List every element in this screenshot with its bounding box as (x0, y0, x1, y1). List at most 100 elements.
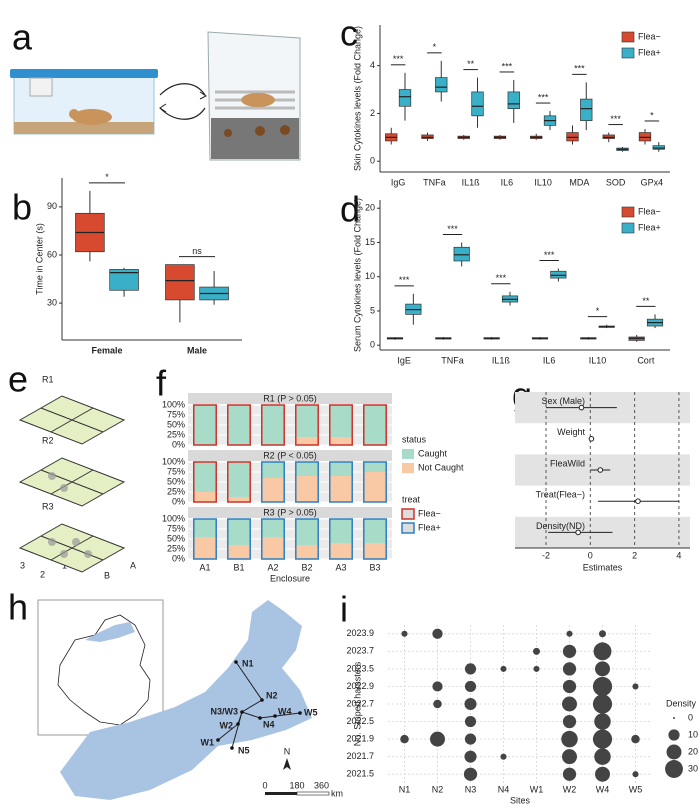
grid-divider (50, 469, 94, 495)
north-arrow (283, 758, 291, 770)
scale-label: 0 (262, 780, 267, 790)
site-label: W1 (201, 737, 215, 747)
legend-label: Flea− (418, 508, 441, 518)
map: N 0 180 360 km (37, 599, 343, 800)
bar-segment (193, 537, 217, 559)
x-tick-label: W5 (629, 784, 643, 794)
soil (211, 118, 299, 159)
site-label: N5 (238, 745, 250, 755)
bubble (562, 767, 577, 781)
grid-divider (50, 535, 94, 561)
bar-outline (329, 518, 353, 560)
estimate (588, 436, 595, 442)
bubble (464, 733, 477, 745)
y-tick-label: 25% (167, 486, 185, 496)
legend-key (621, 47, 635, 59)
bar-segment (363, 405, 387, 445)
bubble (562, 679, 577, 694)
bubble (631, 734, 640, 744)
bubble (464, 750, 477, 763)
bar-segment (227, 462, 251, 498)
x-tick-label: 2 (632, 550, 637, 560)
x-tick-label: N2 (432, 784, 444, 794)
occupancy-mark (60, 484, 68, 492)
significance-label: *** (544, 250, 555, 260)
significance-label: ** (467, 59, 475, 69)
legend-bubble (665, 760, 683, 778)
y-tick-label: 0 (370, 156, 375, 166)
legend-bubble (668, 729, 680, 741)
legend-label: 20 (688, 746, 698, 756)
estimate (578, 404, 585, 411)
bubble (500, 753, 507, 760)
study-region (60, 600, 312, 800)
x-axis-label: Enclosure (270, 573, 310, 583)
bar-segment (261, 462, 285, 478)
bar-outline (329, 461, 353, 503)
occupancy-mark (48, 472, 56, 480)
bubble (500, 665, 507, 672)
scale-label: 180 (289, 780, 304, 790)
bubble (464, 680, 477, 693)
bar-outline (295, 404, 319, 446)
hamster-small (255, 126, 265, 136)
significance-label: *** (496, 273, 507, 283)
site (240, 710, 244, 714)
y-tick-label: 2021.7 (346, 751, 374, 761)
term-label: Treat(Flea−) (536, 490, 585, 500)
col-label: A (130, 560, 136, 570)
y-axis-label: Serum Cytokines levels (Fold Change) (352, 198, 362, 352)
x-tick-label: IL1ß (462, 177, 481, 187)
significance-label: *** (399, 275, 410, 285)
site (216, 738, 220, 742)
feeder (29, 77, 53, 97)
bar-segment (227, 405, 251, 445)
bar-segment (193, 405, 217, 445)
significance-label: ns (192, 246, 202, 256)
bar-outline (363, 518, 387, 560)
legend-bubble (666, 744, 682, 760)
box (398, 89, 412, 107)
y-tick-label: 5 (370, 305, 375, 315)
bar-segment (363, 519, 387, 543)
y-tick-label: 20 (365, 203, 375, 213)
panel-label: b (12, 187, 32, 228)
site-label: N3/W3 (210, 706, 238, 716)
bubble (595, 766, 610, 782)
bar-segment (261, 519, 285, 537)
x-tick-label: W1 (530, 784, 544, 794)
bar-outline (295, 461, 319, 503)
y-tick-label: 0% (172, 496, 185, 506)
legend-key (621, 31, 635, 43)
bubble (594, 748, 611, 765)
x-tick-label: 4 (676, 550, 681, 560)
term-label: Density(ND) (536, 521, 585, 531)
bubble (566, 630, 573, 637)
bar-outline (227, 461, 251, 503)
panel-label: d (340, 189, 360, 230)
inset-region (85, 622, 135, 642)
region-label: R2 (42, 435, 54, 445)
site-label: N2 (266, 690, 278, 700)
estimate (597, 467, 604, 473)
scale-bar (265, 792, 297, 795)
bar-segment (261, 537, 285, 559)
y-tick-label: 0% (172, 439, 185, 449)
x-tick-label: Cort (637, 355, 655, 365)
facet-strip (188, 450, 392, 461)
x-tick-label: B3 (369, 562, 380, 572)
bubble (592, 729, 613, 749)
hamster (241, 93, 275, 107)
box (580, 98, 593, 121)
bubble (401, 630, 408, 637)
panel-label: h (8, 587, 28, 628)
region-label: R1 (42, 374, 54, 384)
legend-key (402, 449, 414, 459)
bar-outline (295, 518, 319, 560)
significance-label: * (105, 172, 109, 182)
bubble (532, 647, 541, 655)
legend-label: Flea+ (638, 222, 661, 232)
bubble (562, 749, 577, 765)
term-label: Weight (557, 427, 585, 437)
